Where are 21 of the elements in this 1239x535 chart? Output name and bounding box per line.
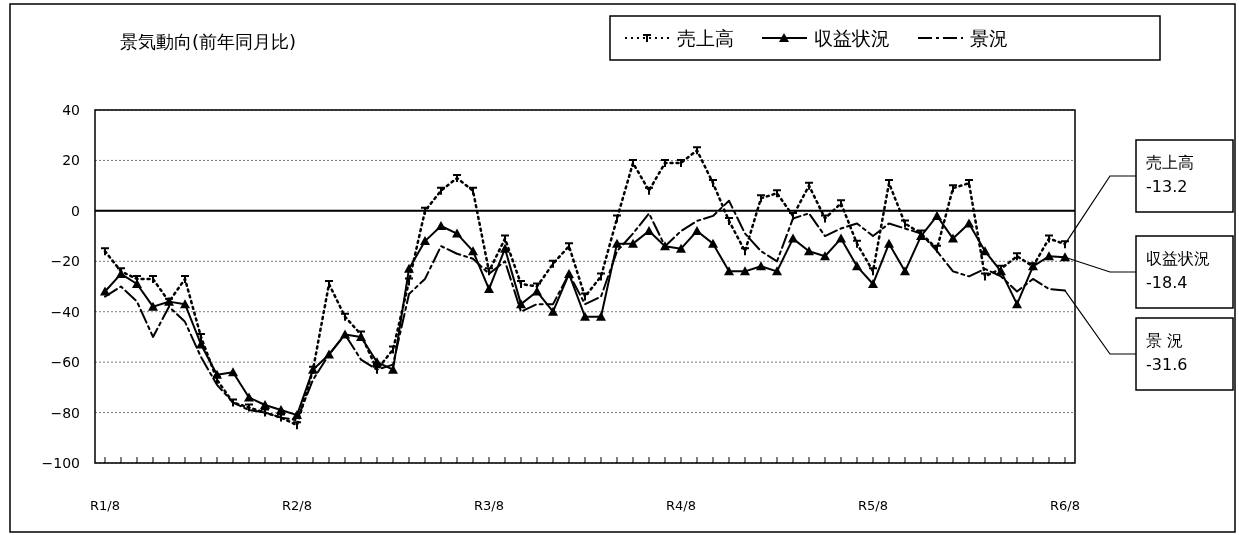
legend-label: 売上高 xyxy=(677,27,734,49)
y-tick-label: −20 xyxy=(50,253,80,270)
x-tick-label: R5/8 xyxy=(858,498,888,513)
y-tick-label: 40 xyxy=(62,102,80,118)
annotation: 景 況 -31.6 xyxy=(1146,331,1188,374)
legend-label: 景況 xyxy=(970,27,1008,49)
y-tick-label: −100 xyxy=(41,455,80,471)
x-tick-label: R4/8 xyxy=(666,498,696,513)
annotation: 収益状況 -18.4 xyxy=(1146,249,1210,292)
x-tick-label: R1/8 xyxy=(90,498,120,513)
y-tick-label: 20 xyxy=(62,152,80,169)
chart-title: 景気動向(前年同月比) xyxy=(120,31,297,52)
x-tick-label: R6/8 xyxy=(1050,498,1080,513)
x-tick-label: R2/8 xyxy=(282,498,312,513)
annotation: 売上高 -13.2 xyxy=(1146,153,1194,196)
y-tick-label: −60 xyxy=(50,354,80,371)
x-tick-label: R3/8 xyxy=(474,498,504,513)
y-tick-label: 0 xyxy=(71,202,80,219)
y-tick-label: −40 xyxy=(50,303,80,320)
y-tick-label: −80 xyxy=(50,404,80,421)
legend-label: 収益状況 xyxy=(814,27,890,49)
